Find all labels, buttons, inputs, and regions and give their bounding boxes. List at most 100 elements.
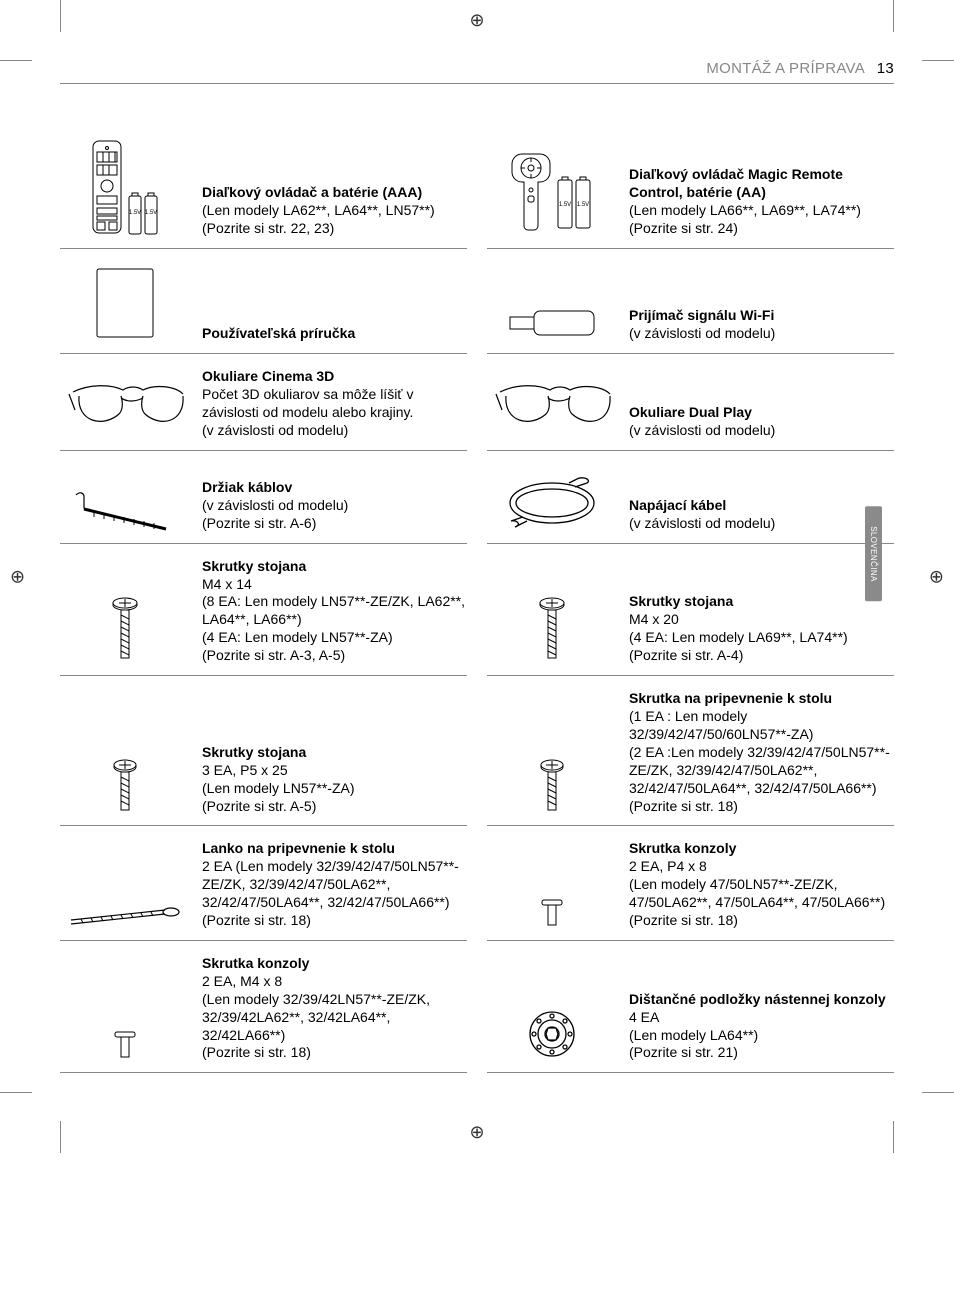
running-header: MONTÁŽ A PRÍPRAVA 13 bbox=[60, 60, 894, 84]
section-title: MONTÁŽ A PRÍPRAVA bbox=[706, 60, 864, 77]
accessory-subtext: (Len modely 47/50LN57**-ZE/ZK, 47/50LA62… bbox=[629, 876, 894, 912]
accessory-description: Skrutka na pripevnenie k stolu(1 EA : Le… bbox=[629, 690, 894, 815]
accessory-description: Držiak káblov(v závislosti od modelu)(Po… bbox=[202, 479, 467, 533]
accessory-description: Lanko na pripevnenie k stolu2 EA (Len mo… bbox=[202, 840, 467, 930]
wifi-dongle-icon bbox=[487, 275, 617, 343]
svg-text:1.5V: 1.5V bbox=[129, 210, 141, 216]
glasses-icon bbox=[60, 372, 190, 440]
accessory-title: Držiak káblov bbox=[202, 479, 467, 497]
accessory-row: Skrutka konzoly2 EA, M4 x 8(Len modely 3… bbox=[60, 941, 467, 1073]
accessory-title: Okuliare Dual Play bbox=[629, 404, 894, 422]
accessory-title: Lanko na pripevnenie k stolu bbox=[202, 840, 467, 858]
screw-med-icon bbox=[60, 747, 190, 815]
accessory-title: Skrutka konzoly bbox=[629, 840, 894, 858]
accessory-subtext: (Pozrite si str. A-4) bbox=[629, 647, 894, 665]
screw-short-icon bbox=[487, 862, 617, 930]
accessory-subtext: M4 x 20 bbox=[629, 611, 894, 629]
accessory-description: Diaľkový ovládač Magic Remote Control, b… bbox=[629, 166, 894, 238]
accessory-subtext: (Pozrite si str. 22, 23) bbox=[202, 220, 467, 238]
accessory-subtext: (Pozrite si str. 24) bbox=[629, 220, 894, 238]
accessory-subtext: (4 EA: Len modely LA69**, LA74**) bbox=[629, 629, 894, 647]
accessory-description: Skrutky stojana3 EA, P5 x 25(Len modely … bbox=[202, 744, 467, 816]
accessory-description: Dištančné podložky nástennej konzoly4 EA… bbox=[629, 991, 894, 1063]
accessory-description: Okuliare Dual Play(v závislosti od model… bbox=[629, 404, 894, 440]
magic-remote-batteries-icon: 1.5V 1.5V bbox=[487, 148, 617, 238]
accessory-title: Napájací kábel bbox=[629, 497, 894, 515]
accessory-row: 1.5V 1.5V Diaľkový ovládač a batérie (AA… bbox=[60, 124, 467, 249]
accessory-subtext: (Pozrite si str. 21) bbox=[629, 1044, 894, 1062]
accessory-row: 1.5V 1.5V Diaľkový ovládač Magic Remote … bbox=[487, 124, 894, 249]
accessory-title: Okuliare Cinema 3D bbox=[202, 368, 467, 386]
accessory-subtext: (Len modely LA64**) bbox=[629, 1027, 894, 1045]
accessory-row: Prijímač signálu Wi-Fi(v závislosti od m… bbox=[487, 249, 894, 354]
accessory-subtext: 2 EA, P4 x 8 bbox=[629, 858, 894, 876]
svg-text:1.5V: 1.5V bbox=[145, 210, 157, 216]
accessory-subtext: (Pozrite si str. 18) bbox=[629, 798, 894, 816]
accessory-subtext: 2 EA (Len modely 32/39/42/47/50LN57**-ZE… bbox=[202, 858, 467, 912]
remote-batteries-icon: 1.5V 1.5V bbox=[60, 138, 190, 238]
accessory-title: Diaľkový ovládač Magic Remote Control, b… bbox=[629, 166, 894, 202]
manual-icon bbox=[60, 263, 190, 343]
accessory-subtext: (2 EA :Len modely 32/39/42/47/50LN57**-Z… bbox=[629, 744, 894, 798]
accessory-title: Dištančné podložky nástennej konzoly bbox=[629, 991, 894, 1009]
accessory-description: Skrutky stojanaM4 x 20(4 EA: Len modely … bbox=[629, 593, 894, 665]
accessory-subtext: Počet 3D okuliarov sa môže líšiť v závis… bbox=[202, 386, 467, 422]
screw-long-icon bbox=[60, 595, 190, 665]
accessory-subtext: 3 EA, P5 x 25 bbox=[202, 762, 467, 780]
accessory-title: Používateľská príručka bbox=[202, 325, 467, 343]
accessory-title: Prijímač signálu Wi-Fi bbox=[629, 307, 894, 325]
accessory-description: Okuliare Cinema 3DPočet 3D okuliarov sa … bbox=[202, 368, 467, 440]
accessory-subtext: (Len modely LA66**, LA69**, LA74**) bbox=[629, 202, 894, 220]
accessory-subtext: M4 x 14 bbox=[202, 576, 467, 594]
accessory-subtext: (Pozrite si str. A-5) bbox=[202, 798, 467, 816]
screw-long-icon bbox=[487, 595, 617, 665]
accessory-row: Držiak káblov(v závislosti od modelu)(Po… bbox=[60, 451, 467, 544]
accessory-row: Používateľská príručka bbox=[60, 249, 467, 354]
accessory-description: Skrutky stojanaM4 x 14(8 EA: Len modely … bbox=[202, 558, 467, 665]
glasses-icon bbox=[487, 372, 617, 440]
accessory-subtext: (Pozrite si str. 18) bbox=[202, 1044, 467, 1062]
accessory-subtext: 4 EA bbox=[629, 1009, 894, 1027]
accessory-row: Dištančné podložky nástennej konzoly4 EA… bbox=[487, 941, 894, 1073]
accessory-description: Používateľská príručka bbox=[202, 325, 467, 343]
accessory-title: Skrutky stojana bbox=[629, 593, 894, 611]
accessory-row: Skrutky stojanaM4 x 14(8 EA: Len modely … bbox=[60, 544, 467, 676]
cable-tie-icon bbox=[60, 862, 190, 930]
accessory-row: Okuliare Dual Play(v závislosti od model… bbox=[487, 354, 894, 451]
accessory-subtext: (Pozrite si str. 18) bbox=[202, 912, 467, 930]
svg-text:1.5V: 1.5V bbox=[559, 202, 571, 208]
accessory-title: Skrutky stojana bbox=[202, 558, 467, 576]
accessory-subtext: (Len modely LA62**, LA64**, LN57**) bbox=[202, 202, 467, 220]
accessory-row: Okuliare Cinema 3DPočet 3D okuliarov sa … bbox=[60, 354, 467, 451]
accessory-row: Skrutka konzoly2 EA, P4 x 8(Len modely 4… bbox=[487, 826, 894, 941]
accessory-subtext: 2 EA, M4 x 8 bbox=[202, 973, 467, 991]
accessory-description: Skrutka konzoly2 EA, P4 x 8(Len modely 4… bbox=[629, 840, 894, 930]
accessory-subtext: (v závislosti od modelu) bbox=[202, 422, 467, 440]
accessory-subtext: (Len modely 32/39/42LN57**-ZE/ZK, 32/39/… bbox=[202, 991, 467, 1045]
accessory-row: Lanko na pripevnenie k stolu2 EA (Len mo… bbox=[60, 826, 467, 941]
accessory-subtext: (v závislosti od modelu) bbox=[202, 497, 467, 515]
accessory-subtext: (1 EA : Len modely 32/39/42/47/50/60LN57… bbox=[629, 708, 894, 744]
accessory-row: Skrutka na pripevnenie k stolu(1 EA : Le… bbox=[487, 676, 894, 826]
accessory-title: Skrutka konzoly bbox=[202, 955, 467, 973]
accessory-row: Skrutky stojanaM4 x 20(4 EA: Len modely … bbox=[487, 544, 894, 676]
accessory-row: Skrutky stojana3 EA, P5 x 25(Len modely … bbox=[60, 676, 467, 826]
page-number: 13 bbox=[877, 60, 894, 77]
accessory-description: Diaľkový ovládač a batérie (AAA)(Len mod… bbox=[202, 184, 467, 238]
accessory-title: Diaľkový ovládač a batérie (AAA) bbox=[202, 184, 467, 202]
accessory-description: Prijímač signálu Wi-Fi(v závislosti od m… bbox=[629, 307, 894, 343]
accessory-title: Skrutky stojana bbox=[202, 744, 467, 762]
accessory-subtext: (8 EA: Len modely LN57**-ZE/ZK, LA62**, … bbox=[202, 593, 467, 629]
language-tab: SLOVENČINA bbox=[865, 506, 882, 602]
accessory-subtext: (v závislosti od modelu) bbox=[629, 325, 894, 343]
power-cord-icon bbox=[487, 465, 617, 533]
accessory-description: Napájací kábel(v závislosti od modelu) bbox=[629, 497, 894, 533]
accessory-subtext: (Pozrite si str. 18) bbox=[629, 912, 894, 930]
accessory-title: Skrutka na pripevnenie k stolu bbox=[629, 690, 894, 708]
spacer-icon bbox=[487, 994, 617, 1062]
screw-med-icon bbox=[487, 747, 617, 815]
accessory-subtext: (Pozrite si str. A-3, A-5) bbox=[202, 647, 467, 665]
accessory-subtext: (v závislosti od modelu) bbox=[629, 422, 894, 440]
accessory-row: Napájací kábel(v závislosti od modelu) bbox=[487, 451, 894, 544]
accessory-subtext: (Len modely LN57**-ZA) bbox=[202, 780, 467, 798]
